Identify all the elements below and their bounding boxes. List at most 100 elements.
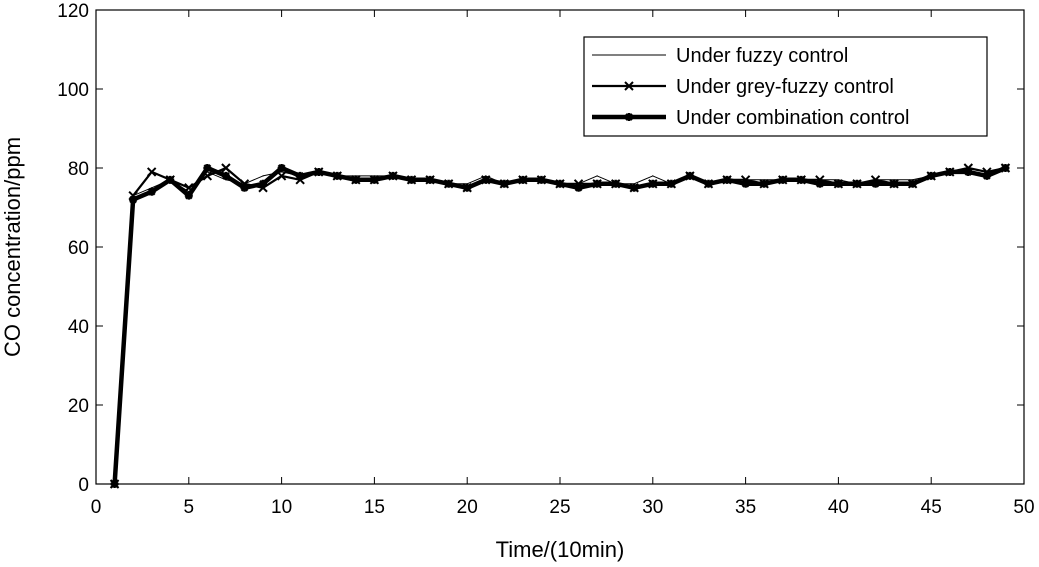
data-point — [262, 175, 264, 177]
data-point — [871, 179, 880, 188]
data-point — [856, 183, 858, 185]
data-point — [615, 183, 617, 185]
data-point — [689, 175, 691, 177]
x-tick-label: 25 — [549, 497, 570, 518]
data-point — [759, 179, 769, 189]
data-point — [670, 183, 672, 185]
x-tick-label: 10 — [271, 497, 292, 518]
data-point — [648, 179, 658, 189]
data-point — [299, 175, 301, 177]
data-point — [225, 179, 227, 181]
x-tick-label: 45 — [921, 497, 942, 518]
data-point — [782, 179, 784, 181]
data-point — [503, 183, 505, 185]
y-tick-label: 20 — [68, 396, 89, 417]
data-point — [833, 179, 844, 189]
data-point — [259, 179, 268, 188]
x-tick-label: 35 — [735, 497, 756, 518]
x-tick-label: 5 — [184, 497, 195, 518]
x-tick-label: 0 — [91, 497, 102, 518]
data-point — [243, 183, 246, 185]
data-point — [336, 175, 338, 177]
data-point — [930, 175, 932, 177]
data-point — [206, 171, 208, 173]
data-point — [147, 187, 156, 196]
data-point — [410, 179, 413, 181]
data-point — [258, 183, 268, 193]
data-point — [276, 171, 287, 181]
data-point — [707, 183, 710, 185]
data-point — [448, 183, 450, 185]
data-point — [429, 179, 431, 181]
legend: Under fuzzy control Under grey-fuzzy cont… — [583, 36, 988, 137]
data-point — [815, 179, 824, 188]
x-tick-label: 30 — [642, 497, 663, 518]
axis-ticks: 0 5 10 15 20 25 30 35 40 45 50 0 20 40 60 80 100 120 — [57, 1, 1034, 518]
data-point — [596, 175, 598, 177]
data-point — [203, 164, 212, 172]
data-point — [369, 175, 380, 185]
data-point — [592, 179, 602, 189]
data-point — [633, 183, 635, 185]
y-axis-title: CO concentration/ppm — [0, 137, 25, 357]
series-1 — [113, 167, 1007, 485]
data-point — [113, 483, 116, 485]
data-point — [146, 167, 157, 177]
data-point — [151, 187, 153, 189]
data-point — [184, 191, 193, 200]
data-point — [745, 179, 747, 181]
data-point — [277, 164, 286, 172]
data-point — [221, 163, 231, 173]
data-point — [874, 179, 877, 181]
legend-label: Under fuzzy control — [676, 45, 848, 67]
data-point — [912, 179, 914, 181]
data-point — [355, 175, 357, 177]
data-point — [574, 183, 583, 192]
data-point — [540, 179, 543, 181]
y-tick-label: 100 — [57, 80, 89, 101]
y-tick-label: 120 — [57, 1, 89, 22]
data-point — [281, 171, 283, 173]
legend-label: Under combination control — [676, 107, 909, 129]
data-point — [629, 183, 639, 193]
y-tick-label: 80 — [68, 159, 89, 180]
data-point — [522, 179, 524, 181]
x-axis-title: Time/(10min) — [496, 537, 625, 562]
data-point — [726, 179, 728, 181]
data-point — [295, 175, 305, 185]
data-point — [485, 175, 487, 177]
data-point — [982, 171, 991, 180]
data-point — [1004, 167, 1007, 169]
data-point — [800, 179, 802, 181]
x-tick-label: 15 — [364, 497, 385, 518]
data-point — [466, 183, 468, 185]
data-point — [373, 175, 375, 177]
data-point — [986, 171, 988, 173]
data-point — [837, 179, 840, 181]
series-layer — [109, 163, 1011, 489]
x-tick-label: 50 — [1013, 497, 1034, 518]
data-point — [318, 171, 320, 173]
data-point — [462, 183, 472, 193]
data-point — [907, 179, 918, 189]
data-point — [964, 167, 973, 176]
data-point — [559, 183, 561, 185]
data-point — [741, 179, 750, 188]
data-point — [240, 183, 249, 192]
data-point — [949, 171, 951, 173]
data-point — [169, 179, 171, 181]
data-point — [392, 175, 394, 177]
legend-marker — [625, 113, 633, 121]
data-point — [889, 179, 899, 189]
x-tick-label: 20 — [457, 497, 478, 518]
data-point — [763, 179, 765, 181]
y-tick-label: 40 — [68, 317, 89, 338]
x-tick-label: 40 — [828, 497, 849, 518]
data-point — [967, 167, 969, 169]
data-point — [132, 195, 134, 197]
y-tick-label: 60 — [68, 238, 89, 259]
data-point — [893, 179, 895, 181]
data-point — [577, 183, 580, 185]
legend-label: Under grey-fuzzy control — [676, 76, 894, 98]
